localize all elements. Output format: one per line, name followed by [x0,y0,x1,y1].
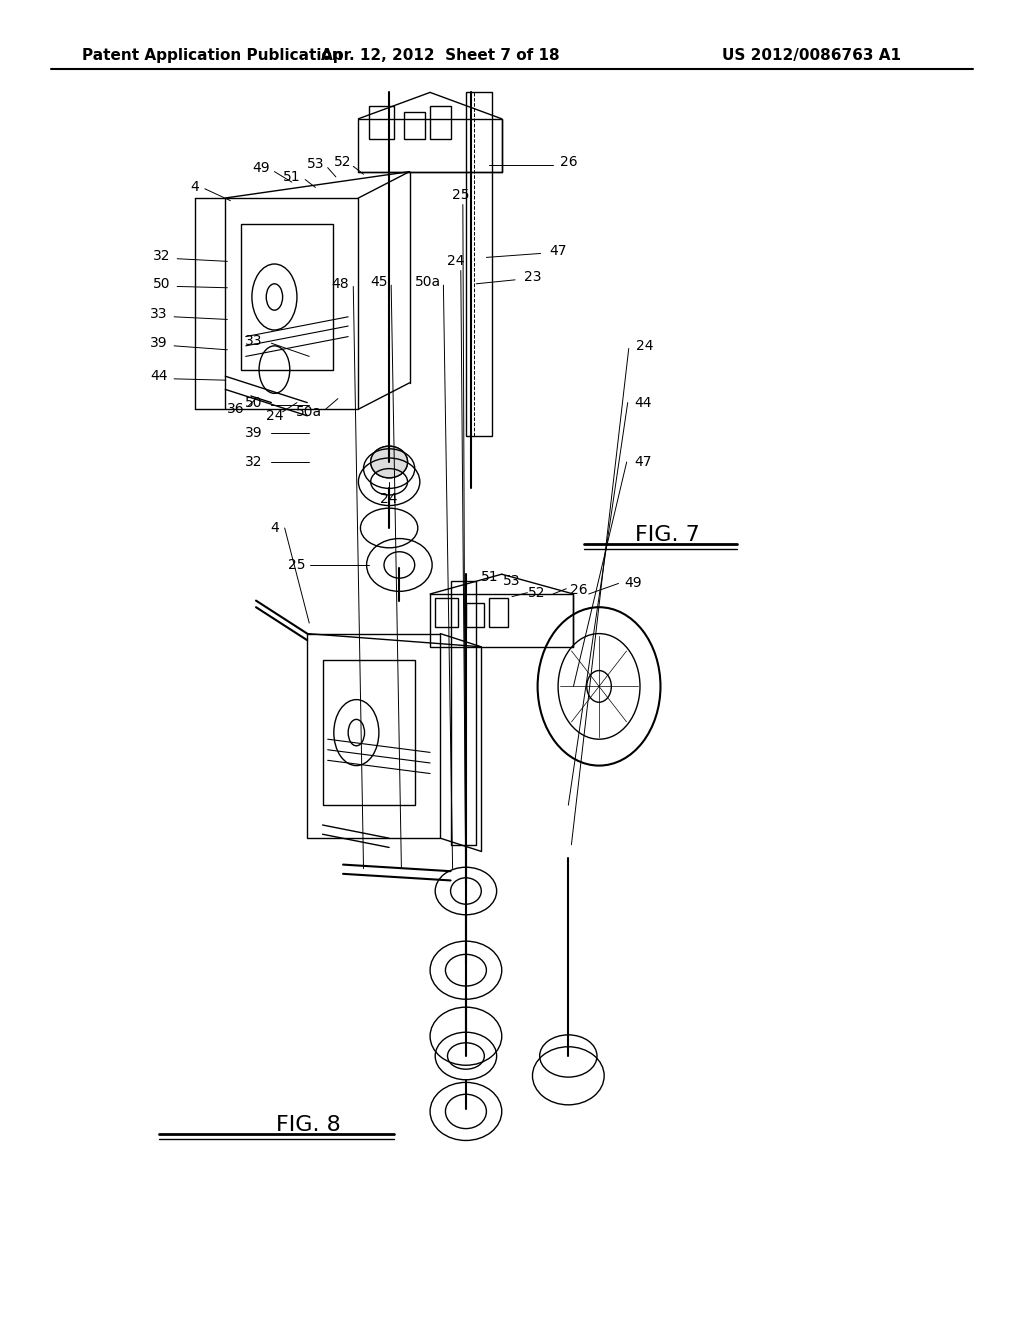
Text: 53: 53 [503,574,521,587]
Text: 24: 24 [265,409,284,422]
Bar [430,594,573,647]
Text: 32: 32 [153,249,171,263]
Text: 25: 25 [452,189,470,202]
Text: 39: 39 [150,337,168,350]
Bar [358,119,502,172]
Text: 53: 53 [306,157,325,170]
Text: Apr. 12, 2012  Sheet 7 of 18: Apr. 12, 2012 Sheet 7 of 18 [321,48,560,63]
Bar [430,106,451,139]
Text: 52: 52 [334,156,352,169]
Text: US 2012/0086763 A1: US 2012/0086763 A1 [722,48,901,63]
Bar [466,92,492,436]
Bar [451,581,476,845]
Text: 50a: 50a [415,276,441,289]
Bar [404,112,425,139]
Text: 26: 26 [569,583,588,597]
Bar [323,660,415,805]
Text: 44: 44 [634,396,652,409]
Text: 33: 33 [245,334,263,347]
Text: 49: 49 [624,577,642,590]
Text: 47: 47 [634,455,652,469]
Text: 25: 25 [288,558,306,572]
Text: 50: 50 [153,277,171,290]
Bar [489,598,508,627]
Text: Patent Application Publication: Patent Application Publication [82,48,343,63]
Text: 44: 44 [150,370,168,383]
Text: 24: 24 [446,255,465,268]
Text: 4: 4 [190,181,199,194]
Text: 45: 45 [370,276,388,289]
Text: 39: 39 [245,426,263,440]
Text: 50a: 50a [296,405,323,418]
Text: 4: 4 [270,521,279,535]
Text: FIG. 7: FIG. 7 [635,524,699,545]
Text: 32: 32 [245,455,263,469]
Bar [307,634,440,838]
Text: 36: 36 [226,403,245,416]
Bar [241,224,333,370]
Text: 23: 23 [523,271,542,284]
Bar [369,106,394,139]
Text: 24: 24 [380,492,398,506]
Text: 51: 51 [480,570,499,583]
Text: 52: 52 [527,586,546,599]
Text: FIG. 8: FIG. 8 [276,1114,341,1135]
Ellipse shape [371,446,408,478]
Text: 49: 49 [252,161,270,174]
Text: 47: 47 [549,244,567,257]
Text: 33: 33 [150,308,168,321]
Bar [225,198,358,409]
Bar [466,603,484,627]
Text: 50: 50 [245,396,263,409]
Text: 24: 24 [636,339,654,352]
Text: 26: 26 [559,156,578,169]
Text: 48: 48 [331,277,349,290]
Text: 51: 51 [283,170,301,183]
Bar [435,598,458,627]
